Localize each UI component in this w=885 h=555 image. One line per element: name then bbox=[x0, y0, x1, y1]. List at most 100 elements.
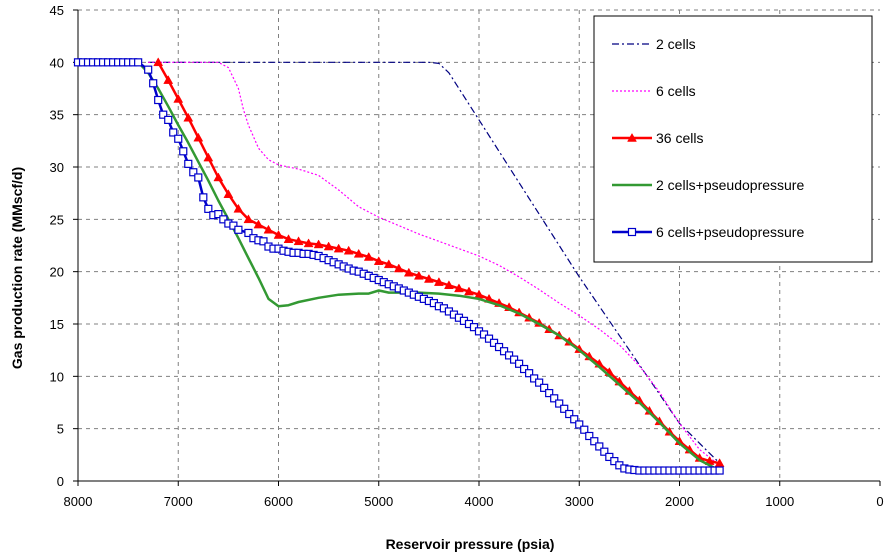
data-point bbox=[504, 351, 514, 360]
data-point bbox=[303, 238, 314, 248]
x-tick-label: 6000 bbox=[264, 494, 293, 509]
data-point bbox=[464, 286, 474, 296]
data-point bbox=[153, 57, 164, 67]
data-point bbox=[159, 110, 168, 119]
data-point bbox=[373, 256, 384, 265]
data-point bbox=[173, 93, 184, 103]
x-tick-label: 0 bbox=[876, 494, 883, 509]
legend-marker bbox=[627, 132, 637, 142]
data-point bbox=[234, 225, 243, 234]
data-point bbox=[343, 245, 354, 255]
data-point bbox=[565, 409, 574, 419]
y-tick-label: 20 bbox=[50, 265, 64, 280]
data-point bbox=[194, 173, 203, 182]
x-tick-label: 2000 bbox=[665, 494, 694, 509]
legend-label: 2 cells bbox=[656, 36, 696, 52]
data-point bbox=[169, 128, 178, 137]
data-point bbox=[555, 399, 564, 408]
data-point bbox=[323, 241, 334, 251]
data-point bbox=[585, 431, 594, 441]
data-point bbox=[233, 203, 244, 213]
legend-item: 6 cells+pseudopressure bbox=[612, 224, 804, 240]
data-point bbox=[494, 342, 504, 352]
series-1 bbox=[148, 61, 721, 464]
y-tick-label: 15 bbox=[50, 317, 64, 332]
data-point bbox=[263, 224, 274, 234]
x-tick-label: 7000 bbox=[164, 494, 193, 509]
series-group bbox=[73, 57, 725, 475]
data-point bbox=[134, 58, 143, 67]
data-point bbox=[545, 388, 554, 398]
data-point bbox=[163, 75, 174, 84]
data-point bbox=[550, 394, 559, 403]
legend-item: 36 cells bbox=[612, 130, 703, 146]
data-point bbox=[600, 447, 609, 456]
data-point bbox=[144, 65, 153, 74]
data-point bbox=[535, 378, 544, 387]
data-point bbox=[433, 277, 444, 286]
data-point bbox=[570, 415, 579, 424]
data-point bbox=[313, 239, 324, 249]
data-point bbox=[484, 334, 494, 343]
grid-lines bbox=[78, 9, 880, 481]
data-point bbox=[213, 172, 224, 182]
data-point bbox=[540, 383, 549, 392]
data-point bbox=[580, 425, 589, 434]
y-tick-label: 40 bbox=[50, 55, 64, 70]
y-tick-label: 5 bbox=[57, 422, 64, 437]
data-point bbox=[244, 228, 253, 238]
series-2 bbox=[148, 61, 720, 466]
data-point bbox=[353, 248, 364, 258]
series-line bbox=[148, 61, 721, 464]
data-point bbox=[154, 95, 163, 105]
data-point bbox=[413, 270, 424, 280]
data-point bbox=[363, 252, 374, 261]
legend-item: 2 cells+pseudopressure bbox=[612, 177, 804, 193]
data-point bbox=[443, 280, 454, 290]
x-tick-label: 4000 bbox=[465, 494, 494, 509]
data-point bbox=[509, 355, 519, 364]
data-point bbox=[590, 437, 599, 446]
data-point bbox=[259, 237, 268, 246]
legend-label: 2 cells+pseudopressure bbox=[656, 177, 804, 193]
x-tick-label: 5000 bbox=[364, 494, 393, 509]
data-point bbox=[560, 404, 569, 413]
data-point bbox=[423, 273, 434, 283]
axes bbox=[73, 9, 881, 486]
legend-label: 6 cells bbox=[656, 83, 696, 99]
legend-item: 6 cells bbox=[612, 83, 696, 99]
y-tick-label: 45 bbox=[50, 3, 64, 18]
data-point bbox=[149, 79, 158, 88]
legend-marker bbox=[627, 227, 637, 237]
y-tick-label: 10 bbox=[50, 369, 64, 384]
data-point bbox=[203, 152, 214, 162]
y-axis-title: Gas production rate (MMscf/d) bbox=[9, 167, 25, 369]
series-5 bbox=[73, 58, 724, 475]
data-point bbox=[454, 283, 464, 293]
x-tick-label: 1000 bbox=[765, 494, 794, 509]
y-tick-label: 0 bbox=[57, 474, 64, 489]
data-point bbox=[293, 236, 304, 246]
data-point bbox=[525, 369, 534, 378]
data-point bbox=[393, 263, 404, 273]
data-point bbox=[489, 338, 499, 347]
data-point bbox=[520, 364, 529, 374]
series-line bbox=[148, 61, 720, 466]
x-tick-labels: 8000 7000 6000 5000 4000 3000 2000 1000 0 bbox=[64, 494, 884, 509]
data-point bbox=[253, 219, 264, 229]
series-4 bbox=[137, 61, 721, 472]
data-point bbox=[715, 466, 724, 475]
data-point bbox=[164, 115, 173, 125]
data-point bbox=[530, 374, 539, 383]
data-point bbox=[383, 259, 394, 269]
data-point bbox=[595, 442, 604, 451]
data-point bbox=[223, 189, 234, 198]
legend: 2 cells 6 cells 36 cells 2 cells+pseudopres… bbox=[593, 15, 873, 263]
data-point bbox=[204, 204, 213, 213]
data-point bbox=[514, 359, 524, 368]
legend-item: 2 cells bbox=[612, 36, 696, 52]
data-point bbox=[184, 159, 193, 168]
x-axis-title: Reservoir pressure (psia) bbox=[386, 536, 555, 552]
series-line bbox=[137, 61, 721, 472]
